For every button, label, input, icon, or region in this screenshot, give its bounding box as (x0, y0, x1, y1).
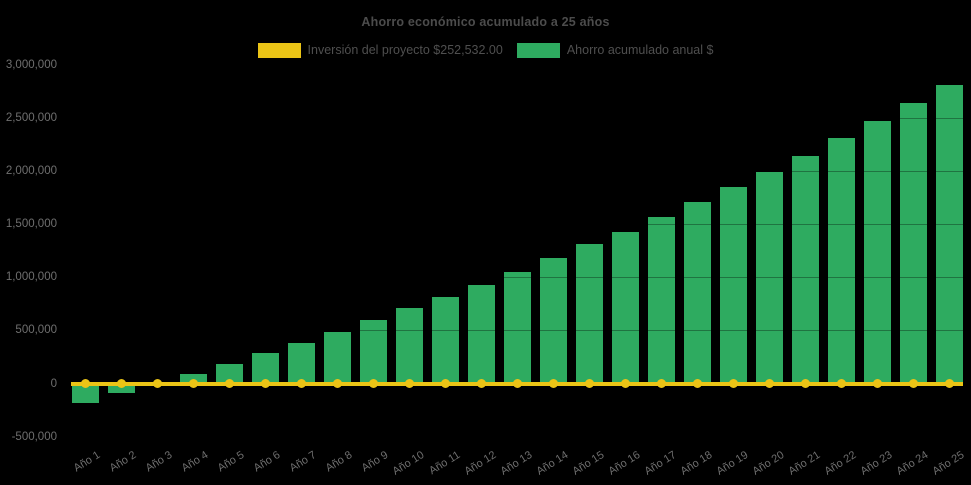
investment-line-point (728, 379, 738, 388)
bar-año-18 (683, 202, 711, 384)
gridline (67, 65, 967, 66)
bar-año-15 (575, 244, 603, 384)
bar-año-23 (863, 120, 891, 384)
bar-año-19 (719, 187, 747, 384)
bar-año-1 (71, 383, 99, 403)
bar-año-5 (215, 364, 243, 384)
investment-line-point (224, 379, 234, 388)
investment-line-point (836, 379, 846, 388)
investment-line-point (188, 379, 198, 388)
legend-item-investment: Inversión del proyecto $252,532.00 (257, 42, 503, 58)
y-axis-tick-label: 1,500,000 (5, 218, 57, 231)
y-axis-tick-label: -500,000 (11, 430, 57, 443)
chart-title: Ahorro económico acumulado a 25 años (361, 15, 610, 29)
investment-line-point (80, 379, 90, 388)
bar-año-13 (503, 271, 531, 384)
bar-año-22 (827, 138, 855, 384)
gridline (67, 171, 967, 173)
investment-line-point (692, 379, 702, 388)
gridline (67, 224, 967, 226)
bar-año-12 (467, 284, 495, 384)
bar-año-14 (539, 258, 567, 384)
investment-line-point (260, 379, 270, 388)
y-axis-tick-label: 2,000,000 (5, 165, 57, 178)
legend-item-savings: Ahorro acumulado anual $ (516, 42, 714, 58)
investment-line-point (296, 379, 306, 388)
chart-legend: Inversión del proyecto $252,532.00 Ahorr… (0, 42, 971, 58)
bar-año-16 (611, 232, 639, 384)
bar-año-21 (791, 155, 819, 384)
investment-line-point (440, 379, 450, 388)
investment-line-point (656, 379, 666, 388)
bar-año-17 (647, 216, 675, 384)
bar-año-9 (359, 319, 387, 384)
bar-año-25 (935, 85, 963, 384)
investment-line-point (872, 379, 882, 388)
bar-año-10 (395, 308, 423, 384)
y-axis-tick-label: 1,000,000 (5, 271, 57, 284)
bar-año-20 (755, 171, 783, 384)
investment-line-point (620, 379, 630, 388)
gridline (67, 436, 967, 438)
y-axis-tick-label: 0 (50, 377, 57, 390)
investment-line-point (152, 379, 162, 388)
bar-año-2 (107, 383, 135, 394)
legend-label-investment: Inversión del proyecto $252,532.00 (307, 43, 503, 57)
investment-line-point (512, 379, 522, 388)
y-axis-tick-label: 2,500,000 (5, 112, 57, 125)
investment-line-point (944, 379, 954, 388)
gridline (67, 118, 967, 120)
investment-line-point (404, 379, 414, 388)
y-axis-tick-label: 500,000 (15, 324, 57, 337)
investment-line-point (764, 379, 774, 388)
bar-año-6 (251, 352, 279, 384)
investment-line-point (332, 379, 342, 388)
investment-line-point (476, 379, 486, 388)
investment-line-point (368, 379, 378, 388)
bar-año-24 (899, 103, 927, 384)
legend-label-savings: Ahorro acumulado anual $ (566, 43, 714, 57)
bar-año-8 (323, 332, 351, 384)
y-axis-tick-label: 3,000,000 (5, 59, 57, 71)
bar-año-7 (287, 342, 315, 384)
legend-swatch-investment (257, 42, 301, 58)
gridline (67, 330, 967, 332)
gridline (67, 277, 967, 279)
bar-año-4 (179, 373, 207, 384)
investment-line-point (116, 379, 126, 388)
investment-line-point (584, 379, 594, 388)
investment-line-point (548, 379, 558, 388)
legend-swatch-savings (516, 42, 560, 58)
investment-line-point (908, 379, 918, 388)
bar-año-11 (431, 296, 459, 384)
investment-line-point (800, 379, 810, 388)
